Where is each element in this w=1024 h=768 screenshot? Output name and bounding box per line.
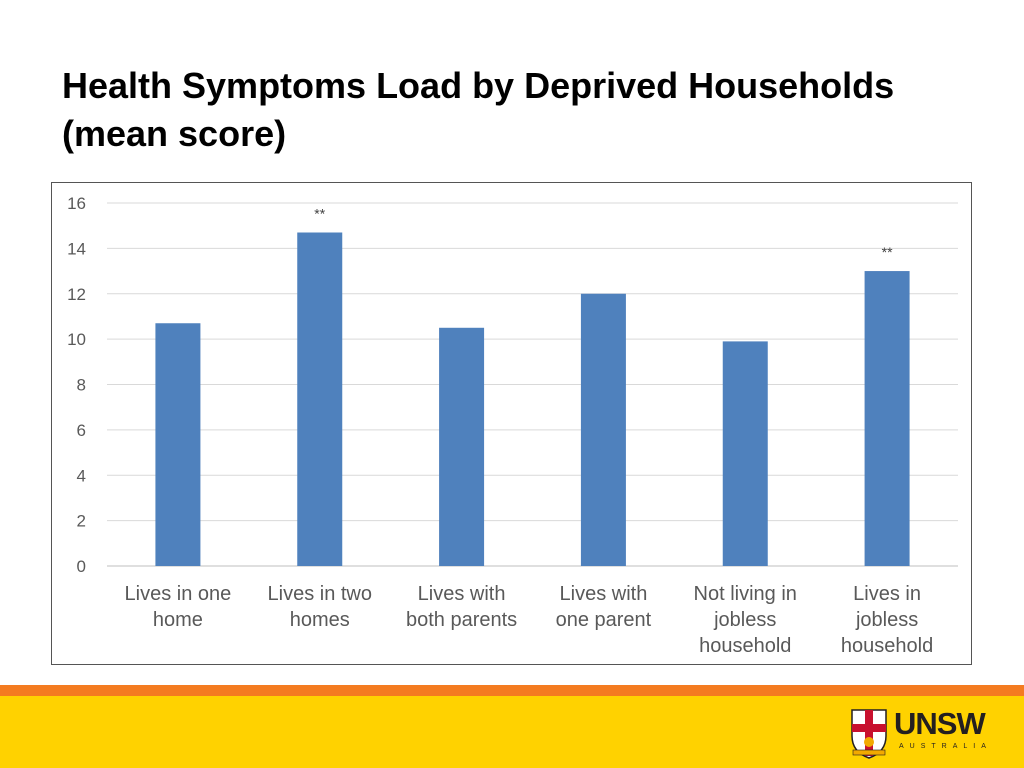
- footer-orange-stripe: [0, 685, 1024, 696]
- y-tick-label: 10: [67, 330, 86, 349]
- bar-chart: 0 2 4 6 8 10 12 14 16 Lives in one home ** Lives in …: [67, 194, 958, 657]
- x-tick-label: household: [841, 635, 933, 657]
- bar: [722, 341, 768, 566]
- x-tick-label: household: [699, 635, 791, 657]
- significance-marker: **: [882, 244, 893, 260]
- x-tick-label: home: [153, 609, 203, 631]
- x-tick-label: one parent: [556, 609, 652, 631]
- chart-frame: 0 2 4 6 8 10 12 14 16 Lives in one home ** Lives in …: [51, 182, 972, 665]
- bar: [155, 323, 201, 566]
- x-tick-label: jobless: [855, 609, 918, 631]
- bar: [580, 293, 626, 566]
- x-tick-label: both parents: [406, 609, 517, 631]
- y-tick-label: 16: [67, 194, 86, 213]
- bar: [297, 232, 343, 566]
- x-tick-label: homes: [290, 609, 350, 631]
- bar: [439, 327, 485, 566]
- y-tick-label: 4: [77, 466, 86, 485]
- x-tick-label: Lives with: [560, 583, 648, 605]
- x-tick-label: Lives in: [853, 583, 921, 605]
- slide-title-line-2: (mean score): [62, 113, 287, 154]
- logo-wordmark: UNSW: [894, 706, 986, 741]
- y-tick-label: 6: [77, 421, 86, 440]
- y-tick-label: 2: [77, 512, 86, 531]
- bar: [864, 271, 910, 566]
- crest-icon: [851, 709, 887, 759]
- x-tick-label: Lives in two: [268, 583, 373, 605]
- x-tick-label: jobless: [713, 609, 776, 631]
- slide-title-line-1: Health Symptoms Load by Deprived Househo…: [62, 65, 895, 106]
- significance-marker: **: [314, 205, 325, 221]
- x-tick-label: Lives with: [418, 583, 506, 605]
- x-tick-label: Not living in: [694, 583, 797, 605]
- slide-title: Health Symptoms Load by Deprived Househo…: [62, 62, 1002, 158]
- logo-country: AUSTRALIA: [899, 743, 992, 750]
- y-tick-label: 12: [67, 285, 86, 304]
- y-tick-label: 14: [67, 239, 86, 258]
- unsw-logo: UNSW AUSTRALIA: [850, 706, 1000, 760]
- y-tick-label: 0: [77, 557, 86, 576]
- x-tick-label: Lives in one: [125, 583, 232, 605]
- y-tick-label: 8: [77, 376, 86, 395]
